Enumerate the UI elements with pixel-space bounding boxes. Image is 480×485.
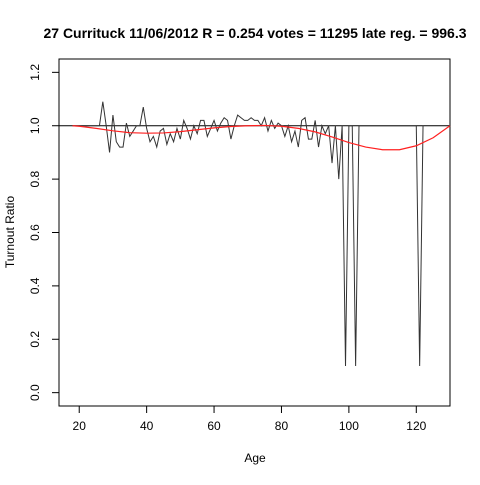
x-tick-label: 60 (207, 419, 221, 433)
y-tick-label: 0.8 (28, 170, 42, 187)
x-axis-label: Age (244, 451, 266, 465)
turnout-ratio-line (72, 101, 424, 366)
y-tick-label: 0.4 (28, 277, 42, 294)
y-axis-label: Turnout Ratio (3, 196, 17, 269)
series-group (72, 101, 451, 366)
smoothed-fit-line (72, 124, 451, 151)
plot-area-frame (58, 58, 451, 407)
y-tick-label: 1.2 (28, 64, 42, 81)
chart-title: 27 Currituck 11/06/2012 R = 0.254 votes … (43, 25, 466, 41)
y-tick-label: 0.2 (28, 331, 42, 348)
y-tick-label: 0.0 (28, 384, 42, 401)
x-tick-label: 120 (406, 419, 426, 433)
x-tick-label: 80 (275, 419, 289, 433)
x-tick-label: 40 (140, 419, 154, 433)
y-tick-label: 1.0 (28, 117, 42, 134)
x-tick-label: 100 (339, 419, 359, 433)
x-tick-label: 20 (73, 419, 87, 433)
axis-ticks: 20 40 60 80 100 120 0.0 0.2 0.4 0.6 0.8 1.0 1.2 (28, 64, 427, 433)
y-tick-label: 0.6 (28, 224, 42, 241)
